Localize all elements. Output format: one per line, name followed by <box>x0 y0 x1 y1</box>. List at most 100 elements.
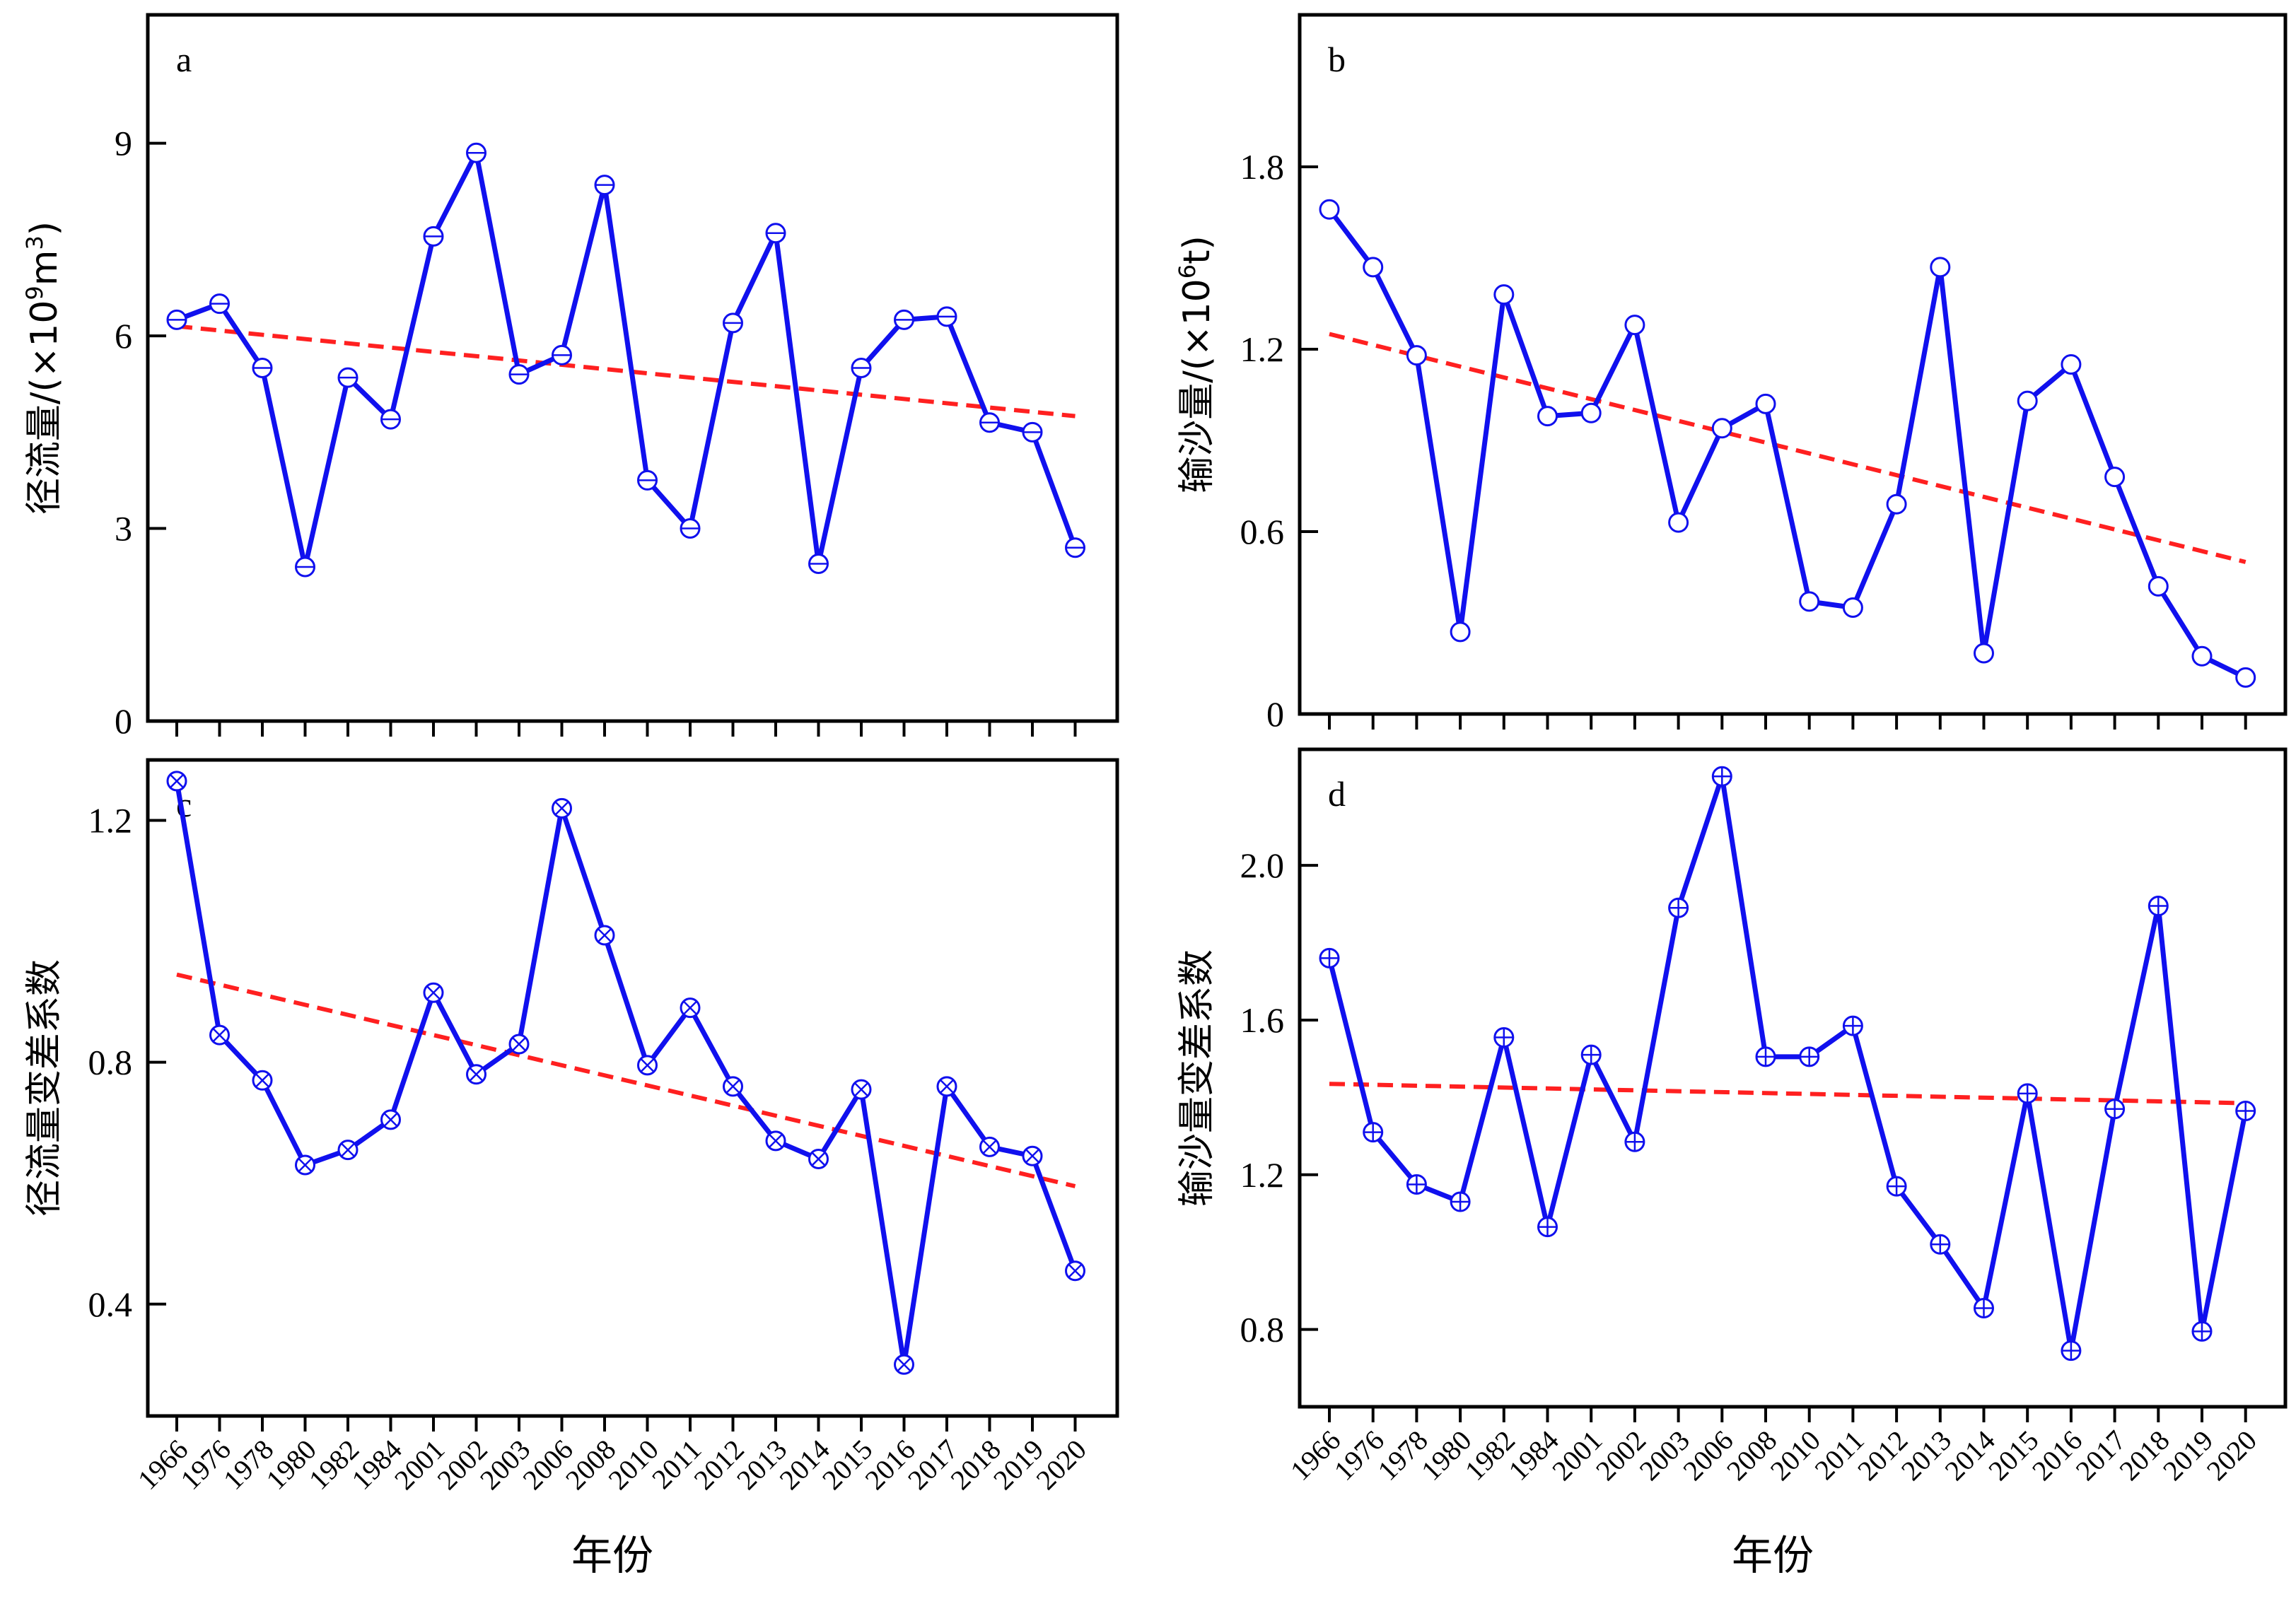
data-point <box>2191 645 2213 667</box>
data-point <box>637 469 658 491</box>
series-line <box>175 150 1078 570</box>
data-point <box>2148 896 2169 917</box>
marker-circle <box>1537 406 1558 427</box>
marker-diag2 <box>811 1152 826 1166</box>
data-point <box>1363 257 1384 278</box>
data-point <box>894 1354 914 1375</box>
data-point <box>1974 643 1994 664</box>
data-point <box>851 358 872 378</box>
y-axis-title-part: 径流量变差系数 <box>23 959 66 1217</box>
data-point <box>508 364 530 385</box>
x-axis-title-right: 年份 <box>1732 1531 1814 1579</box>
data-point <box>2061 1340 2082 1362</box>
marker-diag2 <box>212 1028 227 1043</box>
data-point <box>894 309 914 330</box>
data-point <box>1022 421 1043 443</box>
plot-frame <box>146 758 1119 1418</box>
data-point <box>295 1154 315 1176</box>
marker-circle <box>2148 575 2169 597</box>
marker-circle <box>2061 354 2082 375</box>
y-tick-label: 0 <box>115 701 132 741</box>
marker-circle <box>1319 199 1340 220</box>
data-point <box>1668 512 1689 533</box>
x-axis-title-left: 年份 <box>571 1531 653 1579</box>
data-point <box>1624 1131 1645 1152</box>
data-point <box>423 982 444 1003</box>
marker-circle <box>1624 315 1645 336</box>
data-point <box>1022 1145 1043 1166</box>
y-tick-label: 6 <box>115 316 132 356</box>
marker-diag2 <box>768 1133 783 1148</box>
y-axis-title-part: 6 <box>1174 264 1201 279</box>
plot-frame <box>146 13 1119 723</box>
marker-diag2 <box>383 1112 398 1127</box>
marker-circle <box>1974 643 1994 664</box>
data-point <box>2148 575 2169 597</box>
data-point <box>1842 597 1863 618</box>
y-tick-label: 3 <box>115 509 132 549</box>
marker-diag2 <box>1025 1149 1040 1164</box>
y-tick-label: 1.2 <box>88 801 133 841</box>
y-axis-title-part: 输沙量变差系数 <box>1176 949 1218 1207</box>
y-axis-title-part: m <box>23 250 66 286</box>
marker-diag2 <box>597 927 612 943</box>
data-point <box>166 771 187 792</box>
data-point <box>979 1136 1000 1157</box>
marker-circle <box>1406 345 1427 366</box>
data-point <box>2017 390 2038 411</box>
marker-diag2 <box>897 1357 911 1372</box>
marker-circle <box>1930 257 1951 278</box>
data-point <box>765 1130 786 1152</box>
data-point <box>1799 1046 1820 1067</box>
data-point <box>423 226 444 247</box>
data-point <box>594 925 615 946</box>
marker-diag2 <box>554 801 569 816</box>
marker-circle <box>2104 467 2126 488</box>
marker-circle <box>1493 284 1515 305</box>
data-point <box>680 518 701 539</box>
y-axis-title-part: t <box>1176 250 1218 264</box>
plot-frame <box>1298 747 2288 1409</box>
data-point <box>552 797 572 819</box>
marker-circle <box>1363 257 1384 278</box>
data-point <box>466 1064 486 1085</box>
data-point <box>337 367 359 388</box>
marker-diag2 <box>298 1157 313 1173</box>
data-point <box>209 293 230 315</box>
y-axis-title: 输沙量变差系数 <box>1176 949 1218 1207</box>
data-point <box>1755 393 1776 414</box>
trend-line <box>1329 1082 2246 1106</box>
y-tick-label: 0.8 <box>1240 1310 1285 1350</box>
data-point <box>209 1024 230 1046</box>
data-point <box>1799 591 1820 612</box>
y-axis-title-part: ) <box>1176 235 1218 250</box>
y-tick-label: 0.4 <box>88 1284 133 1324</box>
data-point <box>1065 1260 1085 1282</box>
marker-circle <box>1450 621 1471 643</box>
y-axis-title-part: 3 <box>21 235 48 250</box>
marker-diag2 <box>511 1036 527 1052</box>
data-point <box>1493 1027 1515 1048</box>
data-point <box>252 1070 273 1091</box>
y-tick-label: 1.2 <box>1240 329 1285 369</box>
data-point <box>1711 418 1732 439</box>
series-line <box>174 780 1078 1367</box>
x-tick-label: 2020 <box>1030 1434 1092 1496</box>
data-point <box>295 556 315 578</box>
data-point <box>2235 667 2256 688</box>
data-point <box>1624 315 1645 336</box>
y-axis-title-part: 径流量/(×10 <box>23 300 66 515</box>
data-point <box>936 306 957 327</box>
marker-circle <box>1755 393 1776 414</box>
data-point <box>2104 467 2126 488</box>
marker-circle <box>1886 493 1907 515</box>
data-point <box>380 409 401 430</box>
data-point <box>680 997 701 1019</box>
data-point <box>1580 402 1602 423</box>
marker-circle <box>1580 402 1602 423</box>
marker-diag2 <box>1068 1263 1083 1278</box>
data-point <box>166 309 187 330</box>
data-point <box>1493 284 1515 305</box>
marker-circle <box>1799 591 1820 612</box>
